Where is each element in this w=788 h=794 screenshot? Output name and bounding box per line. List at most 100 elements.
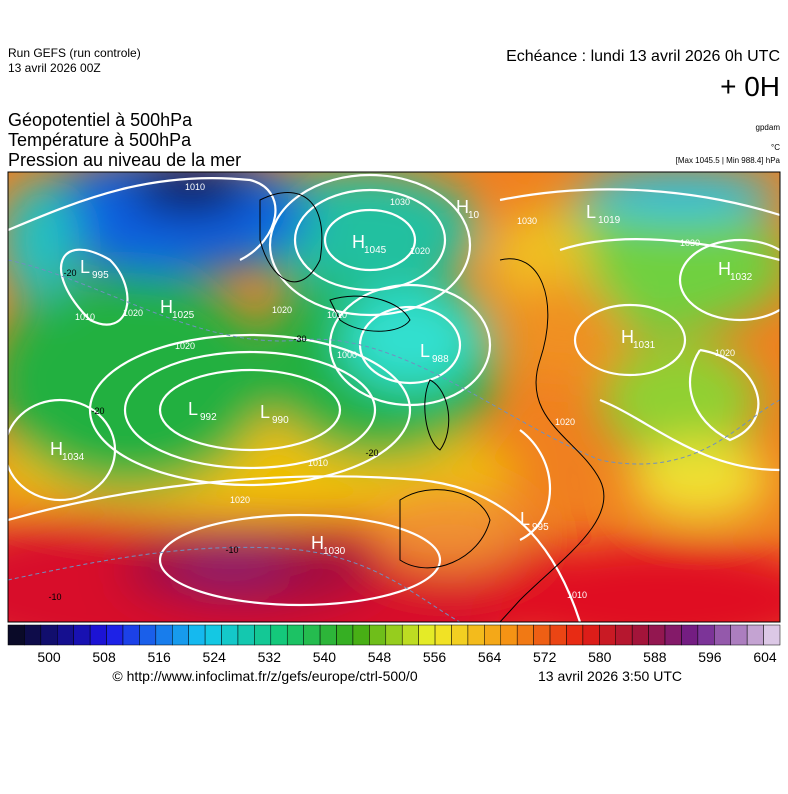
color-field — [600, 340, 760, 460]
isotherm-label: -10 — [225, 545, 238, 555]
colorbar-swatch — [106, 624, 124, 646]
colorbar-tick-label: 604 — [753, 649, 777, 665]
center-kind: L — [420, 341, 430, 361]
colorbar-swatch — [730, 624, 748, 646]
title: Géopotentiel à 500hPa — [8, 110, 193, 130]
center-kind: H — [621, 327, 634, 347]
center-value: 988 — [432, 354, 449, 365]
center-value: 1045 — [364, 245, 387, 256]
colorbar-swatch — [467, 624, 485, 646]
colorbar-swatch — [155, 624, 173, 646]
colorbar-swatch — [566, 624, 584, 646]
center-value: 1031 — [633, 340, 656, 351]
colorbar-tick-label: 516 — [147, 649, 171, 665]
colorbar-swatch — [204, 624, 222, 646]
colorbar-swatch — [533, 624, 551, 646]
color-field — [480, 540, 780, 622]
center-value: 1034 — [62, 452, 85, 463]
center-value: 10 — [468, 210, 480, 221]
colorbar-swatch — [352, 624, 370, 646]
color-field — [500, 280, 620, 380]
center-kind: L — [80, 257, 90, 277]
isotherm-label: -30 — [293, 334, 306, 344]
colorbar-swatch — [237, 624, 255, 646]
unit: °C — [771, 143, 780, 152]
colorbar-swatch — [582, 624, 600, 646]
colorbar-swatch — [7, 624, 25, 646]
center-value: 1025 — [172, 310, 195, 321]
colorbar-swatch — [648, 624, 666, 646]
color-field — [580, 172, 780, 220]
offset: + 0H — [720, 71, 780, 102]
center-value: 995 — [532, 522, 549, 533]
colorbar-swatch — [254, 624, 272, 646]
colorbar-swatch — [615, 624, 633, 646]
isobar-label: 1020 — [230, 495, 250, 505]
center-value: 995 — [92, 270, 109, 281]
colorbar-swatch — [681, 624, 699, 646]
run-date: 13 avril 2026 00Z — [8, 61, 101, 75]
isobar-label: 1020 — [555, 417, 575, 427]
center-kind: H — [456, 197, 469, 217]
unit: [Max 1045.5 | Min 988.4] hPa — [676, 156, 781, 165]
isobar-label: 1030 — [680, 238, 700, 248]
colorbar-tick-label: 572 — [533, 649, 557, 665]
title: Pression au niveau de la mer — [8, 150, 241, 170]
center-kind: L — [260, 402, 270, 422]
center-value: 990 — [272, 415, 289, 426]
colorbar-swatch — [369, 624, 387, 646]
colorbar-swatch — [73, 624, 91, 646]
echeance: Echéance : lundi 13 avril 2026 0h UTC — [506, 48, 780, 65]
issued: 13 avril 2026 3:50 UTC — [538, 668, 682, 684]
colorbar-tick-label: 548 — [368, 649, 392, 665]
colorbar-swatch — [385, 624, 403, 646]
isobar-label: 1020 — [715, 348, 735, 358]
colorbar-swatch — [434, 624, 452, 646]
center-value: 1032 — [730, 272, 753, 283]
colorbar-swatch — [286, 624, 304, 646]
isotherm-label: -20 — [63, 268, 76, 278]
colorbar-swatch — [549, 624, 567, 646]
isobar-label: 1020 — [123, 308, 143, 318]
isotherms — [8, 259, 780, 622]
center-value: 1030 — [323, 546, 346, 557]
center-kind: H — [352, 232, 365, 252]
unit: gpdam — [756, 123, 781, 132]
isobar-label: 1030 — [517, 216, 537, 226]
colorbar-swatch — [599, 624, 616, 646]
colorbar-swatch — [418, 624, 436, 646]
isobar-label: 1020 — [175, 341, 195, 351]
colorbar-swatch — [336, 624, 354, 646]
colorbar-tick-label: 556 — [423, 649, 447, 665]
colorbar-tick-label: 500 — [37, 649, 61, 665]
isobar-label: 1010 — [327, 310, 347, 320]
isobar-label: 1010 — [75, 312, 95, 322]
center-kind: L — [188, 399, 198, 419]
center-kind: H — [160, 297, 173, 317]
colorbar-tick-label: 508 — [92, 649, 116, 665]
colorbar-swatch — [24, 624, 42, 646]
colorbar-swatch — [122, 624, 140, 646]
colorbar-swatch — [188, 624, 206, 646]
colorbar-tick-label: 596 — [698, 649, 722, 665]
isotherm-label: -20 — [365, 448, 378, 458]
colorbar-swatch — [221, 624, 239, 646]
colorbar-swatch — [516, 624, 534, 646]
colorbar-swatch — [451, 624, 469, 646]
color-field — [170, 545, 290, 585]
isotherm-label: -20 — [91, 406, 104, 416]
colorbar-swatch — [714, 624, 731, 646]
center-value: 1019 — [598, 215, 621, 226]
colorbar-swatch — [139, 624, 157, 646]
colorbar-tick-label: 588 — [643, 649, 667, 665]
color-field — [370, 490, 530, 570]
isobar-label: 1010 — [308, 458, 328, 468]
coastlines — [259, 192, 605, 622]
colorbar-swatch — [697, 624, 715, 646]
source: © http://www.infoclimat.fr/z/gefs/europe… — [112, 668, 417, 684]
colorbar-swatch — [631, 624, 649, 646]
colorbar-swatch — [746, 624, 764, 646]
